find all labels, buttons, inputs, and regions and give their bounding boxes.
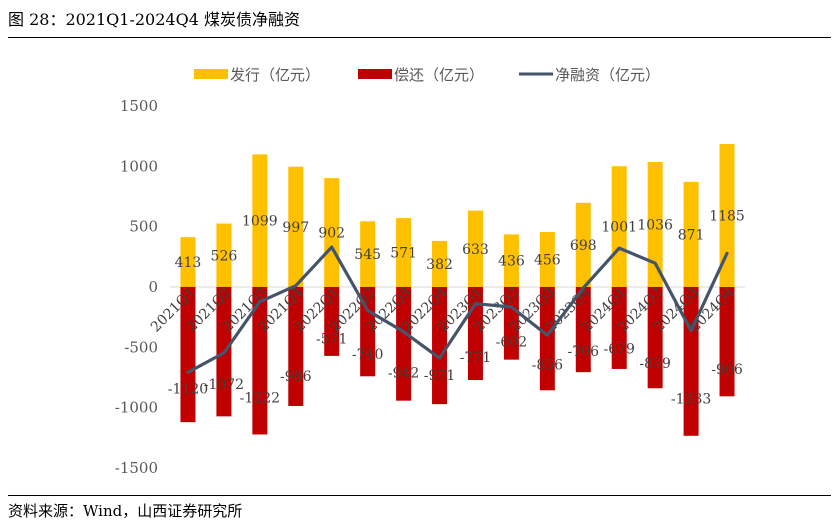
data-label-repayment: -1072 <box>204 377 244 393</box>
data-label-issuance: 413 <box>175 255 202 271</box>
bar-issuance-2024Q3 <box>683 181 699 287</box>
y-tick-label: -1000 <box>115 399 158 417</box>
bar-repayment-2024Q2 <box>647 287 663 389</box>
bar-issuance-2023Q3 <box>539 231 555 287</box>
y-tick-label: -500 <box>124 338 158 356</box>
data-label-repayment: -771 <box>460 350 491 366</box>
bar-repayment-2023Q3 <box>539 287 555 391</box>
bar-issuance-2021Q3 <box>252 154 268 287</box>
top-rule <box>8 37 831 38</box>
data-label-repayment: -839 <box>639 356 670 372</box>
data-label-issuance: 1036 <box>637 217 673 233</box>
bar-issuance-2022Q2 <box>360 221 376 287</box>
data-label-issuance: 382 <box>426 257 453 273</box>
data-label-repayment: -1222 <box>240 391 280 407</box>
data-label-repayment: -571 <box>316 332 347 348</box>
bar-issuance-2024Q2 <box>647 161 663 287</box>
data-label-repayment: -906 <box>711 362 743 378</box>
data-label-issuance: 698 <box>570 238 597 254</box>
bar-repayment-2022Q4 <box>432 287 448 405</box>
data-label-issuance: 456 <box>534 252 561 268</box>
y-tick-label: -1500 <box>115 459 158 477</box>
net-financing-line <box>186 245 729 374</box>
bars <box>180 144 735 436</box>
bar-issuance-2023Q2 <box>503 234 519 287</box>
data-label-issuance: 1099 <box>242 214 278 230</box>
data-label-issuance: 571 <box>390 246 417 262</box>
legend: 发行（亿元） 偿还（亿元） 净融资（亿元） <box>194 66 660 84</box>
figure-title: 图 28：2021Q1-2024Q4 煤炭债净融资 <box>8 10 300 29</box>
data-label-repayment: -942 <box>388 365 419 381</box>
y-tick-label: 1500 <box>120 97 158 115</box>
data-label-issuance: 526 <box>211 248 238 264</box>
bar-repayment-2021Q3 <box>252 287 268 435</box>
bar-issuance-2022Q3 <box>396 218 412 287</box>
bar-repayment-2022Q3 <box>396 287 412 401</box>
net-financing-series-line <box>186 245 729 374</box>
legend-label-issuance: 发行（亿元） <box>230 66 320 84</box>
data-label-repayment: -1233 <box>671 392 711 408</box>
data-label-issuance: 633 <box>462 242 489 258</box>
y-tick-label: 500 <box>129 218 158 236</box>
data-label-issuance: 545 <box>354 247 381 263</box>
data-label-repayment: -1120 <box>168 381 208 397</box>
data-label-repayment: -679 <box>603 341 634 357</box>
legend-label-repayment: 偿还（亿元） <box>394 66 484 84</box>
bar-repayment-2022Q1 <box>324 287 340 356</box>
legend-label-net: 净融资（亿元） <box>555 66 660 84</box>
bar-repayment-2023Q4 <box>575 287 591 373</box>
data-label-issuance: 1185 <box>709 209 745 225</box>
bar-repayment-2021Q4 <box>288 287 304 406</box>
bottom-rule <box>8 495 831 496</box>
y-tick-label: 0 <box>148 278 158 296</box>
source-note: 资料来源：Wind，山西证券研究所 <box>8 502 243 520</box>
bar-issuance-2024Q1 <box>611 166 627 287</box>
bar-repayment-2024Q1 <box>611 287 627 369</box>
bar-repayment-2021Q1 <box>180 287 196 423</box>
data-label-repayment: -986 <box>280 369 312 385</box>
data-label-repayment: -740 <box>352 347 383 363</box>
data-label-issuance: 997 <box>282 220 309 236</box>
data-label-issuance: 1001 <box>601 220 637 236</box>
bar-issuance-2024Q4 <box>719 144 735 287</box>
bar-repayment-2024Q4 <box>719 287 735 397</box>
y-tick-label: 1000 <box>120 157 158 175</box>
legend-swatch-issuance <box>194 69 228 79</box>
bar-repayment-2022Q2 <box>360 287 376 377</box>
bar-issuance-2023Q4 <box>575 202 591 287</box>
legend-swatch-repayment <box>358 69 392 79</box>
data-label-issuance: 436 <box>498 254 525 270</box>
bar-issuance-2022Q1 <box>324 178 340 287</box>
data-label-issuance: 902 <box>318 226 345 242</box>
data-label-repayment: -602 <box>496 334 527 350</box>
data-label-repayment: -856 <box>532 357 564 373</box>
data-label-repayment: -971 <box>424 368 455 384</box>
bar-issuance-2021Q4 <box>288 166 304 287</box>
bar-issuance-2022Q4 <box>432 240 448 287</box>
bar-issuance-2021Q2 <box>216 223 232 287</box>
data-label-issuance: 871 <box>678 227 705 243</box>
data-label-repayment: -706 <box>568 344 600 360</box>
bar-issuance-2021Q1 <box>180 237 196 287</box>
bar-issuance-2023Q1 <box>467 210 483 287</box>
data-labels: 413 -1120 526 -1072 1099 -1222 997 -986 902 -571 5… <box>168 209 745 408</box>
